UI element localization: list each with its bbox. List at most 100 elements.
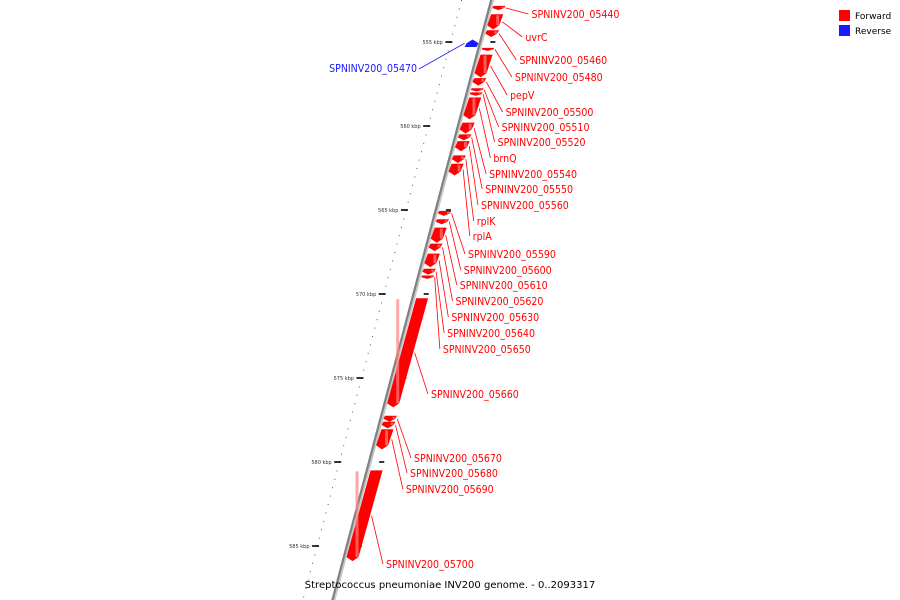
gene-label[interactable]: SPNINV200_05500	[506, 107, 594, 119]
gene-label[interactable]: SPNINV200_05610	[460, 280, 548, 292]
gene-arrow[interactable]	[376, 429, 394, 450]
gene-label[interactable]: SPNINV200_05520	[498, 137, 586, 149]
minor-tick	[356, 394, 358, 396]
gene-arrow[interactable]	[421, 275, 435, 279]
leader-line	[483, 89, 499, 128]
gene-arrow-shade	[392, 416, 396, 419]
gene-arrow-shade	[483, 55, 487, 74]
minor-tick	[403, 218, 405, 220]
minor-tick	[363, 369, 365, 371]
legend-swatch-forward	[839, 10, 850, 21]
gene-label[interactable]: SPNINV200_05540	[489, 169, 577, 181]
minor-tick	[436, 92, 438, 94]
minor-tick	[461, 0, 462, 1]
minor-tick	[458, 8, 460, 10]
legend: Forward Reverse	[839, 10, 892, 37]
leader-line	[391, 439, 404, 490]
minor-tick	[340, 453, 342, 455]
minor-tick	[332, 487, 334, 489]
gene-label[interactable]: SPNINV200_05680	[410, 468, 498, 480]
gene-arrow[interactable]	[469, 92, 483, 96]
gene-label[interactable]: SPNINV200_05480	[515, 72, 603, 84]
gene-label[interactable]: SPNINV200_05460	[519, 55, 607, 67]
gene-arrow[interactable]	[459, 122, 475, 134]
leader-line	[442, 247, 453, 302]
gene-labels[interactable]: SPNINV200_05440 uvrC SPNINV200_05460 SPNINV…	[329, 7, 620, 571]
gene-label[interactable]: SPNINV200_05620	[456, 296, 544, 308]
leader-line	[498, 33, 517, 61]
gene-label[interactable]: SPNINV200_05590	[468, 249, 556, 261]
leader-line	[395, 424, 408, 474]
minor-tick	[418, 159, 420, 161]
gene-label[interactable]: SPNINV200_05650	[443, 344, 531, 356]
gene-label[interactable]: pepV	[510, 90, 535, 102]
leader-line	[490, 65, 508, 96]
leader-line	[448, 221, 462, 271]
gene-arrow[interactable]	[463, 97, 482, 120]
gene-arrow[interactable]	[470, 88, 484, 92]
gene-label[interactable]: rplA	[473, 231, 493, 243]
gene-label[interactable]: SPNINV200_05700	[386, 559, 474, 571]
minor-tick	[334, 478, 336, 480]
gene-arrow[interactable]	[424, 253, 440, 268]
gene-arrow[interactable]	[448, 163, 464, 176]
gene-arrow[interactable]	[435, 219, 449, 225]
minor-tick	[336, 470, 338, 472]
gene-arrow[interactable]	[487, 14, 504, 30]
gene-arrow[interactable]	[430, 227, 447, 243]
minor-tick	[440, 75, 442, 77]
minor-tick	[438, 84, 440, 85]
gene-label[interactable]: uvrC	[525, 32, 547, 44]
gene-label[interactable]: SPNINV200_05690	[406, 484, 494, 496]
minor-tick	[452, 33, 454, 35]
gene-label[interactable]: SPNINV200_05630	[451, 312, 539, 324]
gene-label[interactable]: SPNINV200_05550	[485, 184, 573, 196]
minor-tick	[414, 176, 416, 178]
minor-tick	[420, 151, 422, 153]
gene-arrow-shade	[460, 156, 464, 160]
gene-label[interactable]: SPNINV200_05470	[329, 63, 417, 75]
gene-label[interactable]: SPNINV200_05440	[532, 9, 620, 21]
gene-arrow-shade	[479, 89, 483, 90]
backbone-highlight	[333, 0, 495, 600]
gene-arrow[interactable]	[454, 141, 470, 152]
legend-label-forward: Forward	[855, 12, 891, 22]
gene-arrow-shade	[396, 299, 400, 404]
leader-line	[396, 418, 412, 459]
gene-label[interactable]: SPNINV200_05670	[414, 453, 502, 465]
minor-tick	[372, 336, 374, 337]
gene-label[interactable]: brnQ	[493, 153, 516, 165]
gene-label[interactable]: rplK	[477, 216, 497, 228]
leader-line	[465, 159, 475, 222]
gene-arrow-shade	[468, 123, 472, 130]
legend-swatch-reverse	[839, 25, 850, 36]
leader-line	[482, 93, 496, 143]
minor-tick	[416, 168, 418, 169]
gene-arrow-shade	[490, 48, 494, 50]
gene-arrow-shade	[457, 164, 461, 172]
gene-label[interactable]: SPNINV200_05510	[502, 122, 590, 134]
gene-label[interactable]: SPNINV200_05600	[464, 265, 552, 277]
gene-arrow-shade	[466, 135, 470, 138]
gene-label[interactable]: SPNINV200_05660	[431, 389, 519, 401]
tick-label: 565 kbp	[378, 208, 398, 214]
gene-label[interactable]: SPNINV200_05640	[447, 328, 535, 340]
minor-tick	[358, 386, 360, 388]
minor-tick	[374, 327, 376, 329]
map-caption: Streptococcus pneumoniae INV200 genome. …	[305, 580, 595, 591]
gene-arrow[interactable]	[481, 47, 495, 51]
minor-tick	[329, 495, 331, 497]
gene-arrow[interactable]	[464, 39, 479, 48]
leader-line	[414, 352, 429, 395]
gene-arrow-shade	[355, 471, 359, 558]
minor-tick-marks	[303, 0, 462, 598]
minor-tick	[320, 529, 322, 531]
minor-tick	[347, 428, 349, 430]
minor-tick	[407, 201, 409, 203]
gene-arrow-shade	[430, 276, 434, 278]
leader-line	[451, 213, 466, 255]
gene-arrow-shade	[431, 269, 435, 272]
gene-label[interactable]: SPNINV200_05560	[481, 200, 569, 212]
minor-tick	[423, 142, 425, 144]
